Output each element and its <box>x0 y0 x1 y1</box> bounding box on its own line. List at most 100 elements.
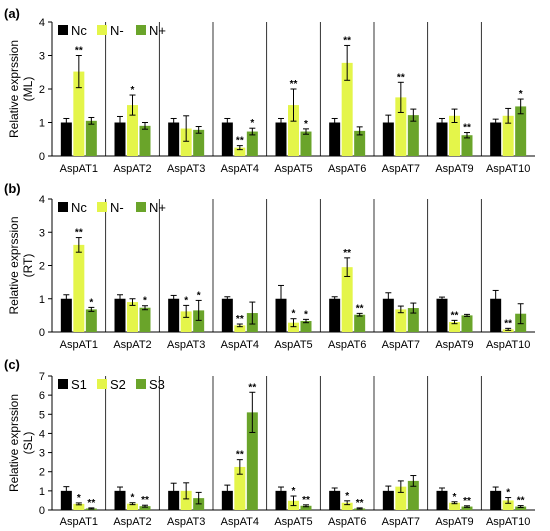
bar-S2-AspAT3 <box>180 490 192 510</box>
chart-panel-3: (c) Relative exprssion (SL) 0 1 2 3 4 5 6 7 AspAT1 A… <box>4 357 535 528</box>
legend-label: S1 <box>71 377 87 392</box>
y-axis-sublabel: (RT) <box>21 254 35 278</box>
legend-label: N- <box>110 23 124 38</box>
category-label: AspAT5 <box>274 163 312 175</box>
significance-mark: ** <box>236 450 244 461</box>
legend-swatch-N- <box>97 25 107 35</box>
bar-N+-AspAT10 <box>515 106 527 156</box>
significance-mark: ** <box>463 123 471 134</box>
category-label: AspAT4 <box>221 339 259 351</box>
bar-N+-AspAT2 <box>139 125 151 156</box>
y-tick-label: 3 <box>39 448 45 460</box>
bar-N+-AspAT1 <box>85 120 97 156</box>
bar-N+-AspAT3 <box>193 129 205 156</box>
significance-mark: ** <box>248 382 256 393</box>
bar-N--AspAT2 <box>127 105 138 156</box>
bar-S3-AspAT5 <box>300 505 312 510</box>
y-tick-label: 3 <box>39 227 45 239</box>
bar-S2-AspAT1 <box>73 503 85 510</box>
category-label: AspAT9 <box>435 163 473 175</box>
y-tick-label: 2 <box>39 84 45 96</box>
bar-S2-AspAT9 <box>449 502 460 510</box>
legend-swatch-Nc <box>58 25 68 35</box>
legend-label: Nc <box>71 200 87 215</box>
bar-N+-AspAT7 <box>407 308 419 332</box>
legend-swatch-Nc <box>58 202 68 212</box>
bar-Nc-AspAT1 <box>60 122 72 156</box>
bar-Nc-AspAT5 <box>275 298 287 332</box>
bar-Nc-AspAT9 <box>436 298 448 332</box>
bar-N+-AspAT5 <box>300 321 312 332</box>
significance-mark: * <box>453 492 457 503</box>
bar-N+-AspAT9 <box>461 315 473 332</box>
bar-S1-AspAT2 <box>114 490 126 510</box>
bar-S2-AspAT7 <box>395 486 407 510</box>
category-label: AspAT10 <box>486 516 530 528</box>
bar-S1-AspAT10 <box>490 490 502 510</box>
bar-Nc-AspAT2 <box>114 122 126 156</box>
significance-mark: ** <box>87 498 95 509</box>
bar-N--AspAT5 <box>288 105 299 156</box>
y-tick-label: 2 <box>39 261 45 273</box>
legend-swatch-N+ <box>136 202 146 212</box>
bar-S1-AspAT5 <box>275 490 287 510</box>
bar-N+-AspAT6 <box>354 314 366 332</box>
y-tick-label: 1 <box>39 486 45 498</box>
y-tick-label: 4 <box>39 428 45 440</box>
bar-N--AspAT3 <box>180 311 192 332</box>
bar-N--AspAT4 <box>234 325 246 332</box>
category-label: AspAT1 <box>60 339 98 351</box>
significance-mark: ** <box>343 35 351 46</box>
bar-N--AspAT5 <box>288 322 299 332</box>
significance-mark: * <box>304 309 308 320</box>
significance-mark: * <box>197 290 201 301</box>
y-tick-label: 4 <box>39 17 45 29</box>
y-tick-label: 0 <box>39 327 45 339</box>
y-tick-label: 5 <box>39 409 45 421</box>
significance-mark: ** <box>236 136 244 147</box>
significance-mark: * <box>304 119 308 130</box>
significance-mark: * <box>89 297 93 308</box>
significance-mark: * <box>250 118 254 129</box>
significance-mark: * <box>292 486 296 497</box>
significance-mark: ** <box>463 496 471 507</box>
category-label: AspAT5 <box>274 516 312 528</box>
category-label: AspAT7 <box>382 163 420 175</box>
category-label: AspAT10 <box>486 339 530 351</box>
legend-label: S3 <box>149 377 165 392</box>
bar-N+-AspAT4 <box>246 131 258 156</box>
y-axis-sublabel: (SL) <box>21 432 35 455</box>
category-label: AspAT4 <box>221 516 259 528</box>
y-tick-label: 3 <box>39 51 45 63</box>
bar-N+-AspAT6 <box>354 130 366 156</box>
y-axis-sublabel: (ML) <box>21 77 35 102</box>
category-label: AspAT3 <box>167 163 205 175</box>
bar-Nc-AspAT3 <box>168 122 180 156</box>
category-label: AspAT6 <box>328 516 366 528</box>
bar-N--AspAT6 <box>341 267 353 332</box>
bar-S2-AspAT4 <box>234 466 246 510</box>
bar-N--AspAT7 <box>395 97 407 156</box>
bar-N+-AspAT1 <box>85 309 97 332</box>
bar-N+-AspAT5 <box>300 131 312 156</box>
y-tick-label: 6 <box>39 390 45 402</box>
significance-mark: ** <box>75 228 83 239</box>
significance-mark: ** <box>451 310 459 321</box>
chart-panel-1: (a) Relative exprssion (ML) 0 1 2 3 4 AspAT1 AspA… <box>4 6 535 175</box>
legend-label: N+ <box>149 200 166 215</box>
category-label: AspAT2 <box>113 516 151 528</box>
category-label: AspAT2 <box>113 163 151 175</box>
bar-S3-AspAT10 <box>515 506 527 510</box>
panel-tag: (c) <box>4 357 20 372</box>
legend-label: S2 <box>110 377 126 392</box>
category-label: AspAT3 <box>167 516 205 528</box>
bar-S3-AspAT4 <box>246 412 258 510</box>
significance-mark: ** <box>356 303 364 314</box>
bar-S1-AspAT1 <box>60 490 72 510</box>
significance-mark: ** <box>356 498 364 509</box>
bar-Nc-AspAT3 <box>168 298 180 332</box>
bar-N--AspAT9 <box>449 115 460 156</box>
bar-S2-AspAT2 <box>127 503 138 510</box>
category-label: AspAT5 <box>274 339 312 351</box>
